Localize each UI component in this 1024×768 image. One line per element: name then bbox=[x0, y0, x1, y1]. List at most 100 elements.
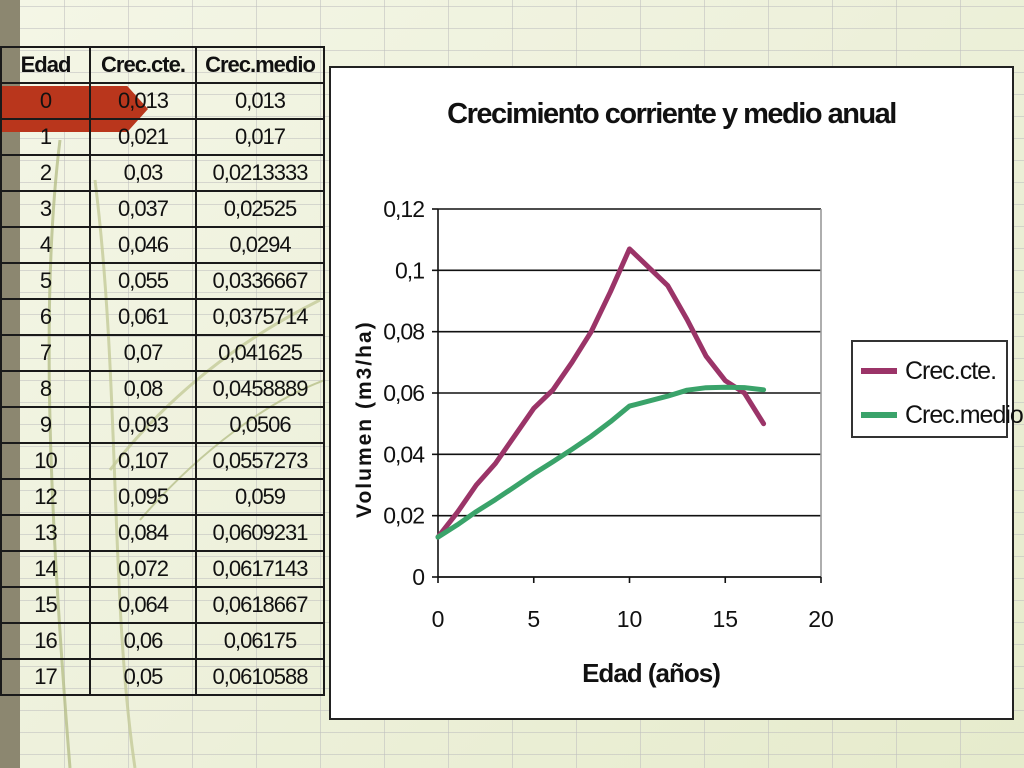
chart-legend: Crec.cte. Crec.medio bbox=[851, 340, 1024, 438]
cell-crec-cte: 0,07 bbox=[89, 334, 197, 372]
x-tick-label: 15 bbox=[712, 606, 738, 632]
cell-crec-medio: 0,013 bbox=[195, 82, 325, 120]
cell-crec-medio: 0,06175 bbox=[195, 622, 325, 660]
cell-crec-medio: 0,041625 bbox=[195, 334, 325, 372]
table-row: 0 0,013 0,013 bbox=[0, 82, 325, 120]
cell-crec-medio: 0,0506 bbox=[195, 406, 325, 444]
table-row: 7 0,07 0,041625 bbox=[0, 334, 325, 372]
cell-edad: 3 bbox=[0, 190, 91, 228]
cell-crec-cte: 0,072 bbox=[89, 550, 197, 588]
table-row: 5 0,055 0,0336667 bbox=[0, 262, 325, 300]
cell-crec-medio: 0,0610588 bbox=[195, 658, 325, 696]
table-row: 3 0,037 0,02525 bbox=[0, 190, 325, 228]
y-tick-label: 0 bbox=[412, 564, 424, 590]
cell-crec-medio: 0,02525 bbox=[195, 190, 325, 228]
table-header-row: Edad Crec.cte. Crec.medio bbox=[0, 46, 325, 84]
table-row: 16 0,06 0,06175 bbox=[0, 622, 325, 660]
table-row: 14 0,072 0,0617143 bbox=[0, 550, 325, 588]
cell-crec-cte: 0,107 bbox=[89, 442, 197, 480]
table-row: 13 0,084 0,0609231 bbox=[0, 514, 325, 552]
table-row: 17 0,05 0,0610588 bbox=[0, 658, 325, 696]
cell-edad: 15 bbox=[0, 586, 91, 624]
chart-title: Crecimiento corriente y medio anual bbox=[447, 98, 897, 130]
cell-edad: 14 bbox=[0, 550, 91, 588]
cell-crec-medio: 0,059 bbox=[195, 478, 325, 516]
legend-swatch-crec-medio bbox=[861, 412, 897, 418]
cell-edad: 17 bbox=[0, 658, 91, 696]
x-axis-title: Edad (años) bbox=[582, 658, 721, 688]
cell-crec-medio: 0,0213333 bbox=[195, 154, 325, 192]
cell-crec-cte: 0,055 bbox=[89, 262, 197, 300]
table-row: 2 0,03 0,0213333 bbox=[0, 154, 325, 192]
cell-crec-medio: 0,017 bbox=[195, 118, 325, 156]
cell-crec-medio: 0,0557273 bbox=[195, 442, 325, 480]
y-tick-label: 0,02 bbox=[383, 503, 424, 529]
cell-edad: 9 bbox=[0, 406, 91, 444]
header-crec-medio: Crec.medio bbox=[195, 46, 325, 84]
cell-crec-cte: 0,021 bbox=[89, 118, 197, 156]
cell-edad: 4 bbox=[0, 226, 91, 264]
y-tick-label: 0,04 bbox=[383, 441, 425, 467]
y-tick-label: 0,12 bbox=[383, 196, 424, 222]
x-tick-label: 10 bbox=[617, 606, 643, 632]
cell-crec-cte: 0,05 bbox=[89, 658, 197, 696]
table-row: 6 0,061 0,0375714 bbox=[0, 298, 325, 336]
table-body: 0 0,013 0,013 1 0,021 0,017 2 0,03 0,0213333 3 0,0… bbox=[0, 82, 325, 696]
table-row: 15 0,064 0,0618667 bbox=[0, 586, 325, 624]
cell-crec-cte: 0,06 bbox=[89, 622, 197, 660]
cell-crec-medio: 0,0375714 bbox=[195, 298, 325, 336]
cell-crec-cte: 0,095 bbox=[89, 478, 197, 516]
cell-crec-cte: 0,03 bbox=[89, 154, 197, 192]
cell-edad: 0 bbox=[0, 82, 91, 120]
legend-label-crec-medio: Crec.medio bbox=[905, 400, 1024, 429]
x-tick-label: 5 bbox=[527, 606, 540, 632]
cell-edad: 12 bbox=[0, 478, 91, 516]
data-table: Edad Crec.cte. Crec.medio 0 0,013 0,013 1 0,… bbox=[0, 46, 325, 696]
table-row: 12 0,095 0,059 bbox=[0, 478, 325, 516]
table-row: 8 0,08 0,0458889 bbox=[0, 370, 325, 408]
cell-edad: 7 bbox=[0, 334, 91, 372]
line-chart: 0 0,02 0,04 0,06 0,08 0,1 0,12 0 5 10 15 20 bbox=[383, 196, 834, 632]
x-tick-label: 0 bbox=[432, 606, 445, 632]
cell-crec-cte: 0,084 bbox=[89, 514, 197, 552]
y-tick-label: 0,08 bbox=[383, 319, 424, 345]
cell-edad: 5 bbox=[0, 262, 91, 300]
y-tick-label: 0,1 bbox=[395, 257, 424, 283]
header-crec-cte: Crec.cte. bbox=[89, 46, 197, 84]
cell-crec-medio: 0,0458889 bbox=[195, 370, 325, 408]
legend-label-crec-cte: Crec.cte. bbox=[905, 356, 997, 385]
header-edad: Edad bbox=[0, 46, 91, 84]
cell-crec-cte: 0,046 bbox=[89, 226, 197, 264]
cell-crec-medio: 0,0618667 bbox=[195, 586, 325, 624]
cell-crec-cte: 0,037 bbox=[89, 190, 197, 228]
cell-crec-cte: 0,064 bbox=[89, 586, 197, 624]
cell-crec-medio: 0,0609231 bbox=[195, 514, 325, 552]
table-row: 4 0,046 0,0294 bbox=[0, 226, 325, 264]
y-tick-label: 0,06 bbox=[383, 380, 424, 406]
table-row: 1 0,021 0,017 bbox=[0, 118, 325, 156]
x-tick-label: 20 bbox=[808, 606, 834, 632]
cell-edad: 16 bbox=[0, 622, 91, 660]
cell-crec-cte: 0,08 bbox=[89, 370, 197, 408]
cell-crec-cte: 0,093 bbox=[89, 406, 197, 444]
cell-edad: 10 bbox=[0, 442, 91, 480]
table-row: 9 0,093 0,0506 bbox=[0, 406, 325, 444]
cell-edad: 8 bbox=[0, 370, 91, 408]
cell-crec-medio: 0,0294 bbox=[195, 226, 325, 264]
cell-edad: 6 bbox=[0, 298, 91, 336]
cell-edad: 2 bbox=[0, 154, 91, 192]
legend-item-crec-medio: Crec.medio bbox=[861, 400, 1024, 430]
y-axis-title: Volumen (m3/ha) bbox=[353, 320, 376, 518]
cell-crec-cte: 0,061 bbox=[89, 298, 197, 336]
cell-crec-cte: 0,013 bbox=[89, 82, 197, 120]
legend-item-crec-cte: Crec.cte. bbox=[861, 356, 997, 386]
table-row: 10 0,107 0,0557273 bbox=[0, 442, 325, 480]
cell-crec-medio: 0,0617143 bbox=[195, 550, 325, 588]
legend-swatch-crec-cte bbox=[861, 368, 897, 374]
cell-edad: 13 bbox=[0, 514, 91, 552]
chart-panel: Crecimiento corriente y medio anual 0 0,0… bbox=[329, 66, 1024, 720]
cell-crec-medio: 0,0336667 bbox=[195, 262, 325, 300]
series-line-crec-medio bbox=[435, 384, 767, 540]
series-line-crec-cte bbox=[435, 246, 767, 540]
cell-edad: 1 bbox=[0, 118, 91, 156]
